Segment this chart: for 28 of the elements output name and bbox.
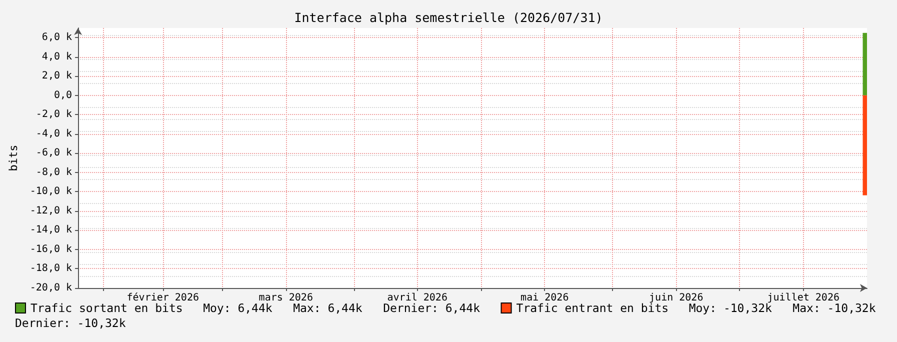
x-tick-label: avril 2026 <box>387 292 448 304</box>
y-tick-label: 2,0 k <box>42 70 72 82</box>
chart-title: Interface alpha semestrielle (2026/07/31) <box>294 10 603 25</box>
y-axis-title: bits <box>7 144 20 172</box>
y-tick-label: 6,0 k <box>42 32 72 44</box>
text: Dernier: 6,44k <box>383 301 480 315</box>
y-tick-label: -12,0 k <box>30 205 72 216</box>
y-tick-label: -6,0 k <box>36 148 72 159</box>
x-tick-label: mai 2026 <box>520 292 569 304</box>
y-tick-label: -20,0 k <box>30 282 72 294</box>
text: Dernier: -10,32k <box>15 316 126 330</box>
text: Max: 6,44k <box>293 301 362 315</box>
x-tick-label: février 2026 <box>126 292 200 304</box>
y-tick-label: -10,0 k <box>30 186 72 198</box>
y-tick-label: -2,0 k <box>36 109 72 120</box>
text: Max: -10,32k <box>792 301 876 315</box>
text: Moy: 6,44k <box>203 301 272 315</box>
y-tick-label: -14,0 k <box>30 224 72 236</box>
legend-label: Trafic sortant en bits <box>30 301 183 315</box>
y-tick-label: -8,0 k <box>36 166 72 178</box>
y-tick-label: 4,0 k <box>42 51 72 62</box>
x-tick-label: juillet 2026 <box>767 292 840 304</box>
x-tick-label: mars 2026 <box>258 292 313 304</box>
y-tick-label: -18,0 k <box>30 263 72 274</box>
y-tick-label: 0,0 <box>54 90 72 101</box>
x-tick-label: juin 2026 <box>649 292 704 304</box>
y-tick-label: -16,0 k <box>30 244 72 255</box>
y-tick-label: -4,0 k <box>36 128 72 140</box>
